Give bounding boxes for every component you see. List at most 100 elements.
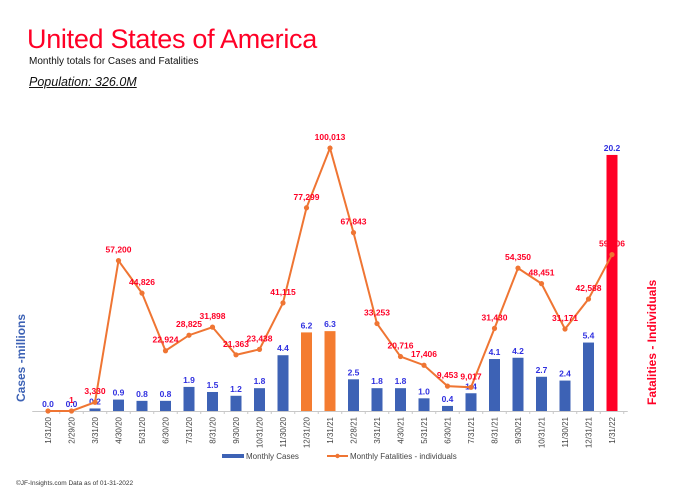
x-tick-label: 3/31/21 <box>373 416 382 443</box>
y-axis-right-label: Fatalities - Individuals <box>645 279 659 405</box>
cases-bar <box>606 154 618 411</box>
fatalities-value-label: 48,451 <box>529 268 555 278</box>
fatalities-value-label: 54,350 <box>505 252 531 262</box>
cases-bar <box>418 398 430 411</box>
cases-bar <box>230 395 242 411</box>
fatalities-value-label: 17,406 <box>411 349 437 359</box>
cases-bar <box>512 357 524 411</box>
x-tick-label: 10/31/21 <box>538 416 547 448</box>
cases-value-label: 20.2 <box>604 143 621 153</box>
cases-bar <box>254 388 265 411</box>
x-axis-ticks: 1/31/20 2/29/20 3/31/20 4/30/20 5/31/20 6/30/… <box>44 411 625 448</box>
fatalities-point <box>609 251 615 258</box>
cases-value-label: 2.5 <box>348 367 360 377</box>
cases-value-label: 1.8 <box>254 376 266 386</box>
population-label: Population: 326.0M <box>29 75 137 89</box>
x-tick-label: 11/30/21 <box>561 416 570 447</box>
cases-bar <box>160 400 171 411</box>
cases-bar <box>583 342 594 411</box>
fatalities-value-label: 67,843 <box>341 217 367 227</box>
fatalities-point <box>421 362 427 368</box>
cases-value-label: 1.0 <box>418 386 430 396</box>
fatalities-point <box>256 346 263 352</box>
fatalities-point <box>92 399 98 405</box>
legend-marker-fatalities <box>335 453 340 459</box>
cases-bar <box>348 379 359 411</box>
cases-bars <box>89 154 618 411</box>
fatalities-point <box>468 384 474 390</box>
x-tick-label: 2/29/20 <box>68 416 77 443</box>
fatalities-value-label: 31,898 <box>200 311 226 321</box>
cases-bar <box>277 355 289 411</box>
fatalities-point <box>585 296 592 302</box>
fatalities-point <box>303 205 310 211</box>
fatalities-value-label: 1 <box>69 395 74 405</box>
y-axis-left-label: Cases -millions <box>14 314 28 402</box>
legend-label-fatalities: Monthly Fatalities - individuals <box>350 452 457 461</box>
fatalities-point <box>68 408 75 414</box>
cases-bar <box>113 399 124 411</box>
fatalities-point <box>350 230 357 236</box>
fatalities-point <box>491 325 498 331</box>
cases-bar <box>489 359 500 411</box>
legend-swatch-cases <box>222 454 244 458</box>
cases-value-label: 1.8 <box>395 376 407 386</box>
x-tick-label: 9/30/21 <box>514 416 523 443</box>
cases-value-label: 4.2 <box>512 346 524 356</box>
cases-value-label: 0.8 <box>136 389 148 399</box>
cases-bar <box>183 386 195 411</box>
fatalities-point <box>327 145 333 151</box>
fatalities-value-label: 31,430 <box>482 312 508 322</box>
cases-value-label: 2.4 <box>559 369 571 379</box>
cases-value-label: 6.2 <box>301 320 313 330</box>
x-tick-label: 1/31/22 <box>608 416 617 443</box>
cases-value-label: 0.0 <box>66 399 78 409</box>
cases-value-label: 2.7 <box>536 365 548 375</box>
x-tick-label: 2/28/21 <box>350 416 359 443</box>
x-tick-label: 6/30/20 <box>162 416 171 443</box>
fatalities-value-label: 21,363 <box>223 339 249 349</box>
x-tick-label: 1/31/21 <box>326 416 335 443</box>
fatalities-point <box>186 332 192 338</box>
x-tick-label: 9/30/20 <box>232 416 241 443</box>
fatalities-point <box>374 320 380 327</box>
cases-value-label: 1.9 <box>183 375 195 385</box>
chart-title: United States of America <box>27 24 317 54</box>
cases-bar <box>207 391 218 411</box>
fatalities-value-label: 41,115 <box>270 287 296 297</box>
fatalities-point <box>444 383 451 389</box>
cases-bar <box>442 405 453 411</box>
cases-value-label: 4.4 <box>277 343 289 353</box>
fatalities-value-label: 77,299 <box>294 192 320 202</box>
x-tick-label: 5/31/20 <box>138 416 147 443</box>
x-tick-label: 3/31/20 <box>91 416 100 443</box>
cases-value-label: 6.3 <box>324 319 336 329</box>
x-tick-label: 5/31/21 <box>420 416 429 443</box>
fatalities-point <box>515 265 521 271</box>
chart-subtitle: Monthly totals for Cases and Fatalities <box>29 56 199 67</box>
fatalities-value-label: 9,017 <box>460 371 482 381</box>
cases-bar <box>559 380 571 411</box>
fatalities-value-label: 57,200 <box>106 245 132 255</box>
legend: Monthly Cases Monthly Fatalities - indiv… <box>222 452 457 461</box>
x-tick-label: 6/30/21 <box>444 416 453 443</box>
cases-value-label: 0.9 <box>113 388 125 398</box>
cases-value-label: 0.0 <box>42 399 54 409</box>
cases-bar <box>136 400 148 411</box>
x-tick-label: 12/31/21 <box>585 416 594 448</box>
cases-bar <box>536 376 547 411</box>
fatalities-value-label: 22,924 <box>153 335 179 345</box>
cases-bar <box>324 331 336 411</box>
fatalities-value-label: 59,506 <box>599 239 625 249</box>
cases-bar <box>371 388 383 411</box>
fatalities-point <box>162 348 169 354</box>
cases-value-label: 5.4 <box>583 331 595 341</box>
cases-value-label: 0.8 <box>160 389 172 399</box>
fatalities-value-label: 23,438 <box>247 333 273 343</box>
fatalities-point <box>538 281 545 287</box>
cases-value-label: 1.5 <box>207 380 219 390</box>
x-tick-label: 4/30/21 <box>397 416 406 443</box>
legend-label-cases: Monthly Cases <box>246 452 299 461</box>
fatalities-value-label: 42,588 <box>576 283 602 293</box>
